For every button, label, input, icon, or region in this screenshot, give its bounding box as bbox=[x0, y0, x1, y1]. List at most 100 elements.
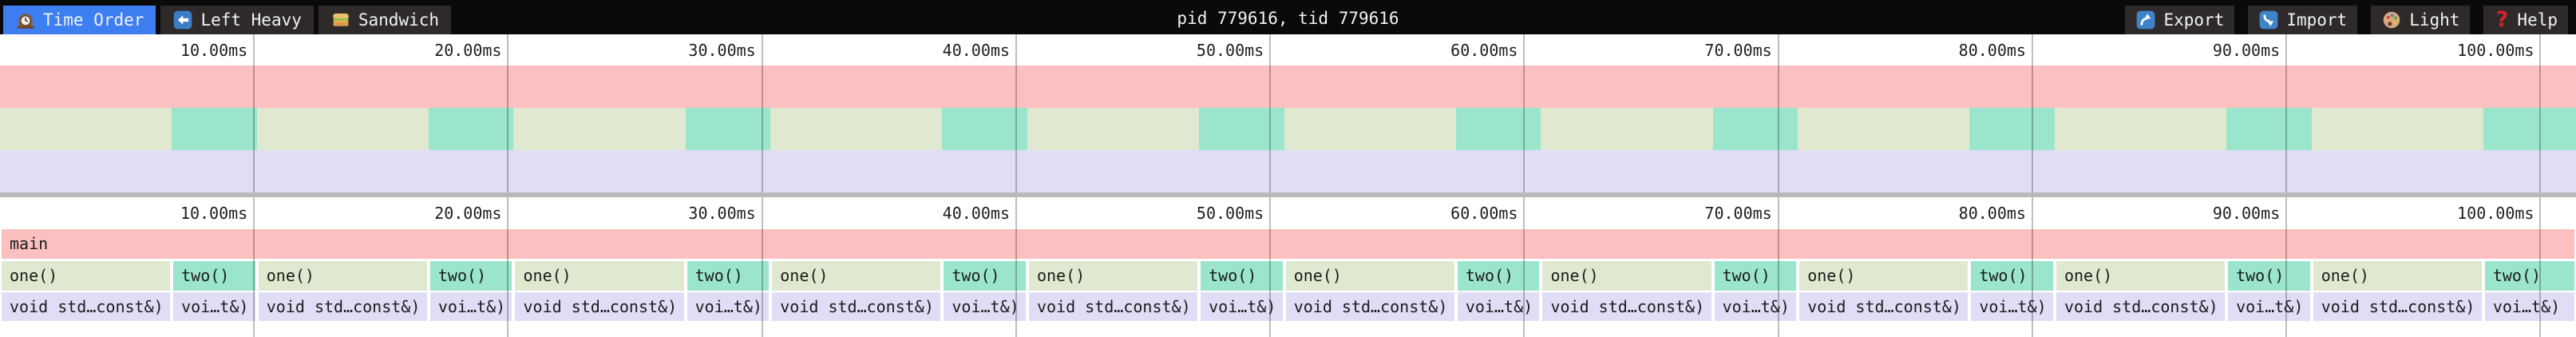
chart-frame[interactable]: void std…const&) bbox=[1028, 292, 1198, 321]
chart-frame[interactable]: voi…t&) bbox=[1971, 292, 2053, 321]
chart-frame[interactable]: void std…const&) bbox=[1542, 292, 1711, 321]
minimap-frame[interactable] bbox=[942, 150, 1027, 192]
minimap-frame[interactable] bbox=[428, 108, 514, 150]
tab-time-order[interactable]: Time Order bbox=[3, 6, 156, 34]
minimap-frame[interactable] bbox=[1199, 150, 1284, 192]
minimap-frame[interactable] bbox=[1541, 150, 1713, 192]
chart-frame[interactable]: void std…const&) bbox=[2, 292, 171, 321]
minimap-frame[interactable] bbox=[428, 150, 514, 192]
chart-frame[interactable]: one() bbox=[258, 261, 427, 291]
minimap-frame[interactable] bbox=[770, 108, 943, 150]
chart-frame[interactable]: one() bbox=[2, 261, 171, 291]
minimap-tick-label: 100.00ms bbox=[2457, 41, 2534, 60]
chart-frame[interactable]: two() bbox=[944, 261, 1026, 291]
chart-tick-label: 30.00ms bbox=[688, 204, 756, 223]
chart-frame[interactable]: one() bbox=[1285, 261, 1454, 291]
flamechart[interactable]: main one() two() one() two() one() two() one() t… bbox=[0, 197, 2576, 337]
minimap-frame[interactable] bbox=[2054, 108, 2227, 150]
theme-toggle-button[interactable]: Light bbox=[2371, 6, 2471, 34]
minimap-frame[interactable] bbox=[1969, 150, 2055, 192]
chart-tick-label: 20.00ms bbox=[434, 204, 502, 223]
minimap-frame[interactable] bbox=[0, 108, 172, 150]
minimap-frame[interactable] bbox=[256, 108, 429, 150]
chart-frame[interactable]: void std…const&) bbox=[1799, 292, 1969, 321]
minimap-frame[interactable] bbox=[1541, 108, 1713, 150]
minimap-overview[interactable]: 10.00ms 20.00ms 30.00ms 40.00ms 50.00ms 60.00… bbox=[0, 34, 2576, 192]
chart-frame[interactable]: void std…const&) bbox=[2313, 292, 2482, 321]
minimap-frame[interactable] bbox=[685, 150, 771, 192]
chart-frame[interactable]: voi…t&) bbox=[1201, 292, 1283, 321]
chart-frame[interactable]: void std…const&) bbox=[1285, 292, 1454, 321]
chart-frame[interactable]: void std…const&) bbox=[258, 292, 427, 321]
minimap-frame[interactable] bbox=[1027, 108, 1200, 150]
chart-frame[interactable]: voi…t&) bbox=[944, 292, 1026, 321]
minimap-frame[interactable] bbox=[0, 65, 2576, 108]
chart-frame[interactable]: two() bbox=[1714, 261, 1797, 291]
minimap-frame[interactable] bbox=[1712, 108, 1798, 150]
minimap-frame[interactable] bbox=[1027, 150, 1200, 192]
chart-frame[interactable]: voi…t&) bbox=[687, 292, 770, 321]
chart-frame[interactable]: one() bbox=[1542, 261, 1711, 291]
chart-frame[interactable]: two() bbox=[1457, 261, 1540, 291]
minimap-frame[interactable] bbox=[172, 150, 257, 192]
chart-frame[interactable]: voi…t&) bbox=[2484, 292, 2574, 321]
chart-frame[interactable]: two() bbox=[173, 261, 255, 291]
chart-tick-label: 40.00ms bbox=[942, 204, 1010, 223]
minimap-frame[interactable] bbox=[1284, 108, 1456, 150]
minimap-frame[interactable] bbox=[0, 150, 172, 192]
minimap-frame[interactable] bbox=[2311, 108, 2483, 150]
chart-tick-label: 50.00ms bbox=[1196, 204, 1264, 223]
minimap-frame[interactable] bbox=[942, 108, 1027, 150]
chart-frame[interactable]: two() bbox=[2484, 261, 2574, 291]
minimap-frame[interactable] bbox=[1455, 150, 1541, 192]
chart-frame[interactable]: one() bbox=[772, 261, 941, 291]
minimap-frame[interactable] bbox=[2311, 150, 2483, 192]
minimap-frame[interactable] bbox=[685, 108, 771, 150]
export-button[interactable]: Export bbox=[2125, 6, 2235, 34]
import-button[interactable]: Import bbox=[2248, 6, 2358, 34]
minimap-frame[interactable] bbox=[2226, 108, 2312, 150]
chart-frame[interactable]: two() bbox=[1201, 261, 1283, 291]
chart-frame[interactable]: voi…t&) bbox=[2228, 292, 2310, 321]
minimap-frame[interactable] bbox=[1199, 108, 1284, 150]
tab-left-heavy[interactable]: Left Heavy bbox=[160, 6, 314, 34]
minimap-frame[interactable] bbox=[2483, 108, 2576, 150]
minimap-tick-label: 50.00ms bbox=[1196, 41, 1264, 60]
chart-frame[interactable]: one() bbox=[515, 261, 684, 291]
minimap-frame[interactable] bbox=[2483, 150, 2576, 192]
help-button[interactable]: ? Help bbox=[2483, 6, 2568, 34]
minimap-frame[interactable] bbox=[1284, 150, 1456, 192]
chart-frame[interactable]: voi…t&) bbox=[173, 292, 255, 321]
chart-frame[interactable]: void std…const&) bbox=[2056, 292, 2226, 321]
chart-frame[interactable]: voi…t&) bbox=[1714, 292, 1797, 321]
chart-frame[interactable]: two() bbox=[687, 261, 770, 291]
minimap-frame[interactable] bbox=[513, 108, 686, 150]
chart-frame[interactable]: voi…t&) bbox=[429, 292, 512, 321]
chart-frame[interactable]: void std…const&) bbox=[515, 292, 684, 321]
chart-frame[interactable]: one() bbox=[2313, 261, 2482, 291]
minimap-frame[interactable] bbox=[2054, 150, 2227, 192]
minimap-frame[interactable] bbox=[172, 108, 257, 150]
chart-frame[interactable]: two() bbox=[2228, 261, 2310, 291]
chart-frame[interactable]: void std…const&) bbox=[772, 292, 941, 321]
minimap-frame[interactable] bbox=[770, 150, 943, 192]
chart-frame[interactable]: one() bbox=[2056, 261, 2226, 291]
minimap-frame[interactable] bbox=[256, 150, 429, 192]
minimap-frame[interactable] bbox=[1969, 108, 2055, 150]
chart-frame[interactable]: main bbox=[2, 229, 2574, 259]
minimap-frame[interactable] bbox=[2226, 150, 2312, 192]
view-tabs: Time Order Left Heavy Sandwich bbox=[3, 6, 452, 34]
chart-frame[interactable]: one() bbox=[1799, 261, 1969, 291]
chart-tick-label: 90.00ms bbox=[2212, 204, 2281, 223]
tab-sandwich[interactable]: Sandwich bbox=[318, 6, 452, 34]
chart-frame[interactable]: one() bbox=[1028, 261, 1198, 291]
minimap-frame[interactable] bbox=[1455, 108, 1541, 150]
chart-frame[interactable]: voi…t&) bbox=[1457, 292, 1540, 321]
chart-frame[interactable]: two() bbox=[1971, 261, 2053, 291]
minimap-frame[interactable] bbox=[1712, 150, 1798, 192]
chart-frame[interactable]: two() bbox=[429, 261, 512, 291]
minimap-frame[interactable] bbox=[513, 150, 686, 192]
minimap-frame[interactable] bbox=[1798, 150, 1970, 192]
minimap-frame[interactable] bbox=[1798, 108, 1970, 150]
minimap-tick-label: 20.00ms bbox=[434, 41, 502, 60]
